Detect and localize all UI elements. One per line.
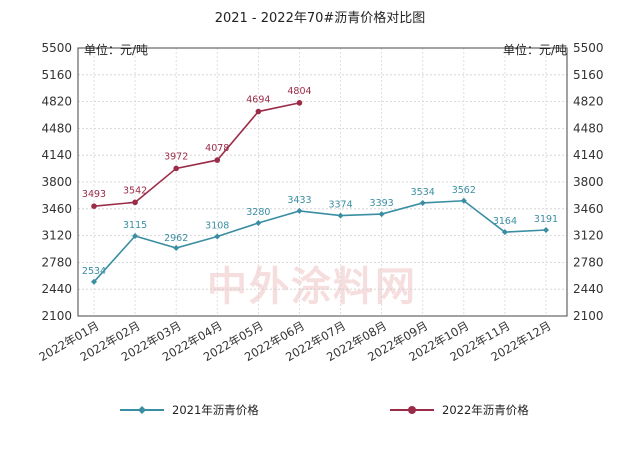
- series-lines: [91, 100, 549, 285]
- point-marker: [378, 211, 385, 218]
- point-marker: [460, 197, 467, 204]
- y-tick-left: 4140: [41, 148, 72, 162]
- point-marker: [91, 203, 97, 209]
- legend-label: 2022年沥青价格: [442, 403, 529, 417]
- y-tick-left: 5160: [41, 68, 72, 82]
- y-tick-left: 4820: [41, 95, 72, 109]
- point-marker: [337, 212, 344, 219]
- point-marker: [91, 278, 97, 285]
- data-label: 3191: [534, 214, 558, 225]
- y-tick-left: 5500: [41, 41, 72, 55]
- point-marker: [543, 227, 549, 234]
- axes: 2100 2100 2440 2440 2780 2780 3120 3120 3460 3460…: [37, 41, 604, 364]
- y-tick-left: 2440: [41, 282, 72, 296]
- point-marker: [296, 100, 303, 106]
- legend-marker: [138, 406, 146, 414]
- data-label: 3534: [411, 187, 435, 198]
- point-marker: [214, 157, 221, 163]
- point-marker: [132, 199, 138, 206]
- point-marker: [255, 219, 262, 226]
- series-line-1: [93, 102, 300, 207]
- y-tick-right: 3460: [573, 202, 604, 216]
- y-tick-right: 5160: [573, 68, 604, 82]
- left-unit-label: 单位：元/吨: [84, 42, 148, 57]
- data-label: 2534: [82, 266, 106, 277]
- data-label: 3374: [328, 200, 352, 211]
- data-label: 4694: [246, 95, 270, 106]
- point-marker: [214, 233, 221, 240]
- y-tick-left: 2100: [41, 309, 72, 323]
- data-label: 3542: [123, 185, 147, 196]
- data-label: 3393: [370, 198, 394, 209]
- grid-lines: [78, 47, 567, 317]
- point-marker: [132, 232, 139, 239]
- legend: 2021年沥青价格 2022年沥青价格: [120, 403, 529, 417]
- point-marker: [255, 108, 262, 115]
- data-label: 3433: [287, 195, 311, 206]
- point-marker: [173, 245, 180, 252]
- data-labels: 2534 3115 2962 3108 3280 3433 3374 3393 3534 3562…: [82, 86, 558, 277]
- y-tick-left: 4480: [41, 121, 72, 135]
- y-tick-right: 5500: [573, 41, 604, 55]
- data-label: 2962: [164, 233, 188, 244]
- point-marker: [419, 199, 426, 206]
- y-tick-right: 4480: [573, 121, 604, 135]
- y-tick-right: 3800: [573, 175, 604, 189]
- data-label: 3972: [164, 151, 188, 162]
- watermark-text: 中外涂料网: [207, 264, 417, 310]
- y-tick-right: 4140: [573, 148, 604, 162]
- y-tick-right: 2440: [573, 282, 604, 296]
- legend-marker: [408, 406, 416, 414]
- data-label: 3280: [246, 207, 270, 218]
- data-label: 4804: [287, 86, 311, 97]
- data-label: 3493: [82, 189, 106, 200]
- y-tick-right: 4820: [573, 95, 604, 109]
- y-tick-right: 2100: [573, 309, 604, 323]
- point-marker: [173, 165, 179, 172]
- data-label: 3562: [452, 185, 476, 196]
- right-unit-label: 单位：元/吨: [503, 42, 567, 57]
- y-tick-left: 3800: [41, 175, 72, 189]
- point-marker: [296, 207, 303, 214]
- y-tick-left: 3460: [41, 202, 72, 216]
- point-marker: [501, 229, 508, 236]
- plot-frame: [77, 47, 568, 317]
- data-label: 3108: [205, 221, 229, 232]
- data-label: 3115: [123, 220, 147, 231]
- y-tick-left: 3120: [41, 229, 72, 243]
- series-line-0: [93, 199, 547, 283]
- data-label: 4078: [205, 143, 229, 154]
- chart-title: 2021 - 2022年70#沥青价格对比图: [215, 10, 426, 26]
- y-tick-left: 2780: [41, 255, 72, 269]
- y-tick-right: 3120: [573, 229, 604, 243]
- data-label: 3164: [493, 216, 517, 227]
- y-tick-right: 2780: [573, 255, 604, 269]
- legend-label: 2021年沥青价格: [172, 403, 259, 417]
